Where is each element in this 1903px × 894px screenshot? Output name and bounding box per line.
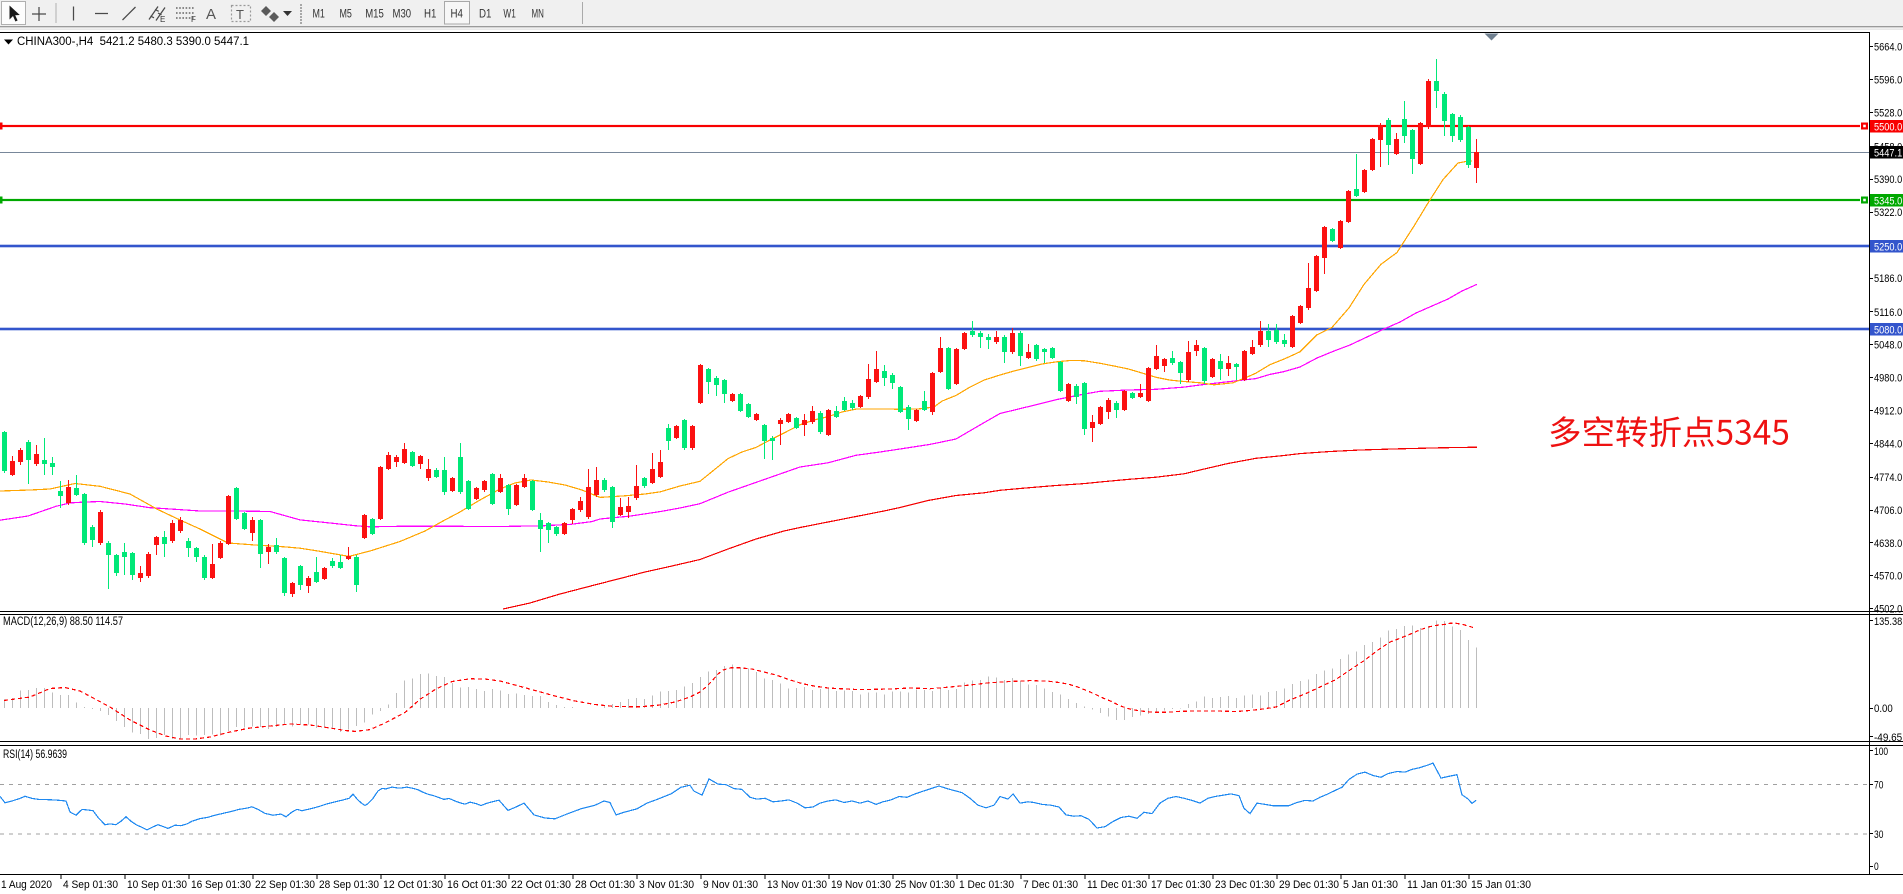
svg-text:5390.0: 5390.0 — [1874, 174, 1902, 186]
svg-text:RSI(14) 56.9639: RSI(14) 56.9639 — [3, 749, 67, 761]
svg-text:M1: M1 — [313, 9, 325, 21]
svg-text:28 Oct 01:30: 28 Oct 01:30 — [575, 879, 635, 891]
svg-text:0: 0 — [1874, 861, 1879, 873]
svg-text:29 Dec 01:30: 29 Dec 01:30 — [1279, 879, 1339, 891]
svg-text:H4: H4 — [451, 9, 464, 21]
svg-text:5250.0: 5250.0 — [1874, 242, 1902, 254]
svg-text:5186.0: 5186.0 — [1874, 273, 1902, 285]
svg-text:1 Dec 01:30: 1 Dec 01:30 — [959, 879, 1014, 891]
svg-text:16 Sep 01:30: 16 Sep 01:30 — [191, 879, 251, 891]
svg-text:MN: MN — [532, 9, 544, 21]
svg-text:0.00: 0.00 — [1874, 703, 1893, 715]
svg-text:3 Nov 01:30: 3 Nov 01:30 — [639, 879, 694, 891]
svg-text:5664.0: 5664.0 — [1874, 42, 1902, 54]
svg-text:10 Sep 01:30: 10 Sep 01:30 — [127, 879, 187, 891]
svg-text:70: 70 — [1874, 779, 1883, 791]
svg-text:5447.1: 5447.1 — [1874, 148, 1902, 160]
svg-text:11 Jan 01:30: 11 Jan 01:30 — [1407, 879, 1467, 891]
svg-text:5080.0: 5080.0 — [1874, 325, 1902, 337]
svg-text:1 Aug 2020: 1 Aug 2020 — [1, 879, 52, 891]
svg-text:A: A — [206, 6, 216, 23]
svg-text:4774.0: 4774.0 — [1874, 472, 1902, 484]
svg-text:17 Dec 01:30: 17 Dec 01:30 — [1151, 879, 1211, 891]
svg-text:E: E — [160, 15, 165, 24]
svg-text:D1: D1 — [479, 9, 491, 21]
svg-text:13 Nov 01:30: 13 Nov 01:30 — [767, 879, 827, 891]
svg-text:15 Jan 01:30: 15 Jan 01:30 — [1471, 879, 1531, 891]
svg-text:28 Sep 01:30: 28 Sep 01:30 — [319, 879, 379, 891]
svg-text:4638.0: 4638.0 — [1874, 538, 1902, 550]
svg-text:11 Dec 01:30: 11 Dec 01:30 — [1087, 879, 1147, 891]
svg-text:T: T — [236, 7, 244, 22]
svg-text:22 Sep 01:30: 22 Sep 01:30 — [255, 879, 315, 891]
svg-text:5 Jan 01:30: 5 Jan 01:30 — [1343, 879, 1398, 891]
svg-text:5116.0: 5116.0 — [1874, 307, 1902, 319]
svg-text:4912.0: 4912.0 — [1874, 405, 1902, 417]
svg-text:4 Sep 01:30: 4 Sep 01:30 — [63, 879, 118, 891]
svg-text:4502.0: 4502.0 — [1874, 604, 1902, 616]
svg-text:M30: M30 — [393, 9, 412, 21]
svg-text:23 Dec 01:30: 23 Dec 01:30 — [1215, 879, 1275, 891]
svg-text:W1: W1 — [503, 9, 515, 21]
svg-text:4706.0: 4706.0 — [1874, 505, 1902, 517]
svg-text:H1: H1 — [424, 9, 436, 21]
svg-text:135.38: 135.38 — [1874, 616, 1902, 628]
svg-text:9 Nov 01:30: 9 Nov 01:30 — [703, 879, 758, 891]
svg-text:22 Oct 01:30: 22 Oct 01:30 — [511, 879, 571, 891]
svg-text:4570.0: 4570.0 — [1874, 571, 1902, 583]
svg-text:16 Oct 01:30: 16 Oct 01:30 — [447, 879, 507, 891]
svg-text:5322.0: 5322.0 — [1874, 207, 1902, 219]
svg-text:100: 100 — [1874, 746, 1888, 758]
svg-text:25 Nov 01:30: 25 Nov 01:30 — [895, 879, 955, 891]
svg-text:5500.0: 5500.0 — [1874, 122, 1902, 134]
svg-text:4844.0: 4844.0 — [1874, 438, 1902, 450]
svg-text:19 Nov 01:30: 19 Nov 01:30 — [831, 879, 891, 891]
svg-text:M5: M5 — [340, 9, 352, 21]
svg-text:MACD(12,26,9) 88.50 114.57: MACD(12,26,9) 88.50 114.57 — [3, 616, 123, 628]
svg-text:12 Oct 01:30: 12 Oct 01:30 — [383, 879, 443, 891]
svg-text:4980.0: 4980.0 — [1874, 373, 1902, 385]
svg-text:7 Dec 01:30: 7 Dec 01:30 — [1023, 879, 1078, 891]
svg-text:M15: M15 — [365, 9, 384, 21]
svg-text:5528.0: 5528.0 — [1874, 107, 1902, 119]
svg-text:5596.0: 5596.0 — [1874, 75, 1902, 87]
svg-text:-49.65: -49.65 — [1874, 732, 1902, 744]
svg-text:F: F — [191, 15, 196, 24]
svg-text:5345.0: 5345.0 — [1874, 196, 1902, 208]
svg-text:5048.0: 5048.0 — [1874, 340, 1902, 352]
svg-text:CHINA300-,H4 5421.2 5480.3 53: CHINA300-,H4 5421.2 5480.3 5390.0 5447.1 — [17, 36, 249, 48]
svg-text:30: 30 — [1874, 829, 1883, 841]
